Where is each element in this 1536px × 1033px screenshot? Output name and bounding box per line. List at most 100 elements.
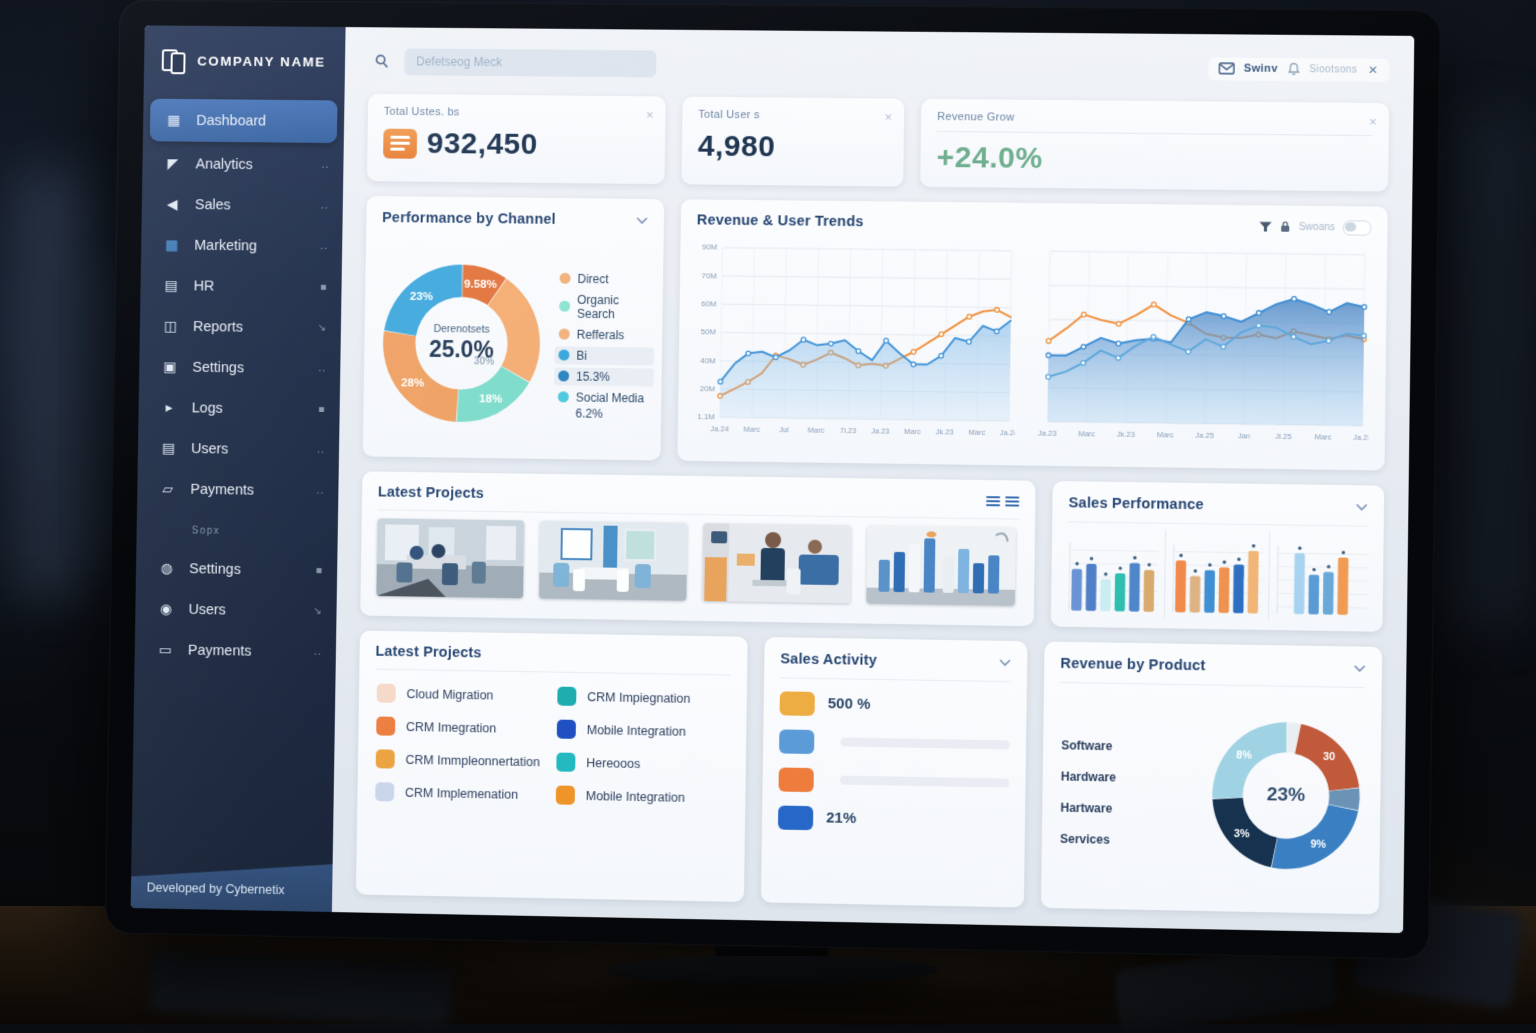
bottom-row: Latest Projects Cloud Migration (356, 631, 1382, 915)
search-icon[interactable] (369, 48, 395, 74)
product-row: Services (1060, 830, 1195, 849)
svg-text:30%: 30% (474, 356, 495, 367)
latest-projects-list-card: Latest Projects Cloud Migration (356, 631, 748, 903)
project-label: Hereooos (586, 756, 640, 771)
channel-legend: Direct Organic Search (554, 269, 656, 421)
svg-text:9.58%: 9.58% (464, 278, 498, 291)
chevron-down-icon[interactable] (636, 212, 648, 230)
project-thumbnail-chart[interactable] (866, 525, 1016, 605)
list-view-icon[interactable] (986, 496, 1000, 506)
sidebar-item[interactable]: ▤ Users .. (138, 428, 340, 471)
sidebar-item-label: Users (188, 601, 299, 619)
card-title: Latest Projects (378, 484, 484, 501)
stat-value: +24.0% (936, 141, 1042, 176)
trends-charts: 90M 70M 60M 50M 40M 20M 1.1M Ja.24 Marc Jul Marc 7l… (677, 237, 1387, 470)
product-row: Software (1061, 737, 1196, 755)
product-label: Hartware (1060, 800, 1123, 815)
latest-projects-gallery-card: Latest Projects (360, 471, 1035, 626)
performance-by-channel-card: Performance by Channel Derenotsets 25.0% (363, 196, 665, 461)
filter-icon[interactable] (1259, 221, 1272, 232)
sales-performance-card: Sales Performance (1051, 481, 1384, 632)
project-list-item[interactable]: Mobile Integration (557, 720, 729, 742)
project-label: CRM Immpleonnertation (405, 752, 540, 768)
project-list-item[interactable]: CRM Imegration (376, 716, 547, 738)
activity-row: 21% (778, 805, 1009, 834)
revenue-by-product-body: Software Hardware (1041, 683, 1382, 915)
sidebar-item[interactable]: ▤ HR ▪ (140, 265, 342, 308)
legend-item: 15.3% (554, 367, 654, 386)
svg-text:Marc: Marc (743, 425, 760, 434)
svg-text:Marc: Marc (808, 425, 825, 434)
legend-item: Direct (556, 269, 656, 288)
project-list-item[interactable]: CRM Immpleonnertation (376, 749, 547, 771)
svg-text:Marc: Marc (904, 427, 921, 436)
sidebar-item[interactable]: ▱ Payments .. (137, 468, 339, 512)
project-list-item[interactable]: Cloud Migration (377, 684, 548, 706)
trends-line-chart-right: Ja.23 Marc Jk.23 Marc Ja.25 Jan Jl.25 Marc Ja.23 (1037, 243, 1371, 444)
project-thumbnail-team[interactable] (702, 523, 851, 603)
sidebar-item[interactable]: ▦ Marketing .. (141, 224, 343, 267)
project-color-swatch (556, 753, 575, 772)
sidebar-item[interactable]: ◉ Users ↘ (135, 588, 337, 632)
close-icon[interactable]: × (1366, 62, 1379, 77)
project-list-item[interactable]: Mobile Integration (556, 785, 728, 807)
legend-label: Direct (577, 271, 608, 285)
svg-text:90M: 90M (702, 243, 718, 252)
project-thumbnail-office[interactable] (376, 518, 524, 598)
sidebar-item-indicator: .. (320, 241, 328, 252)
close-card-icon[interactable]: × (884, 110, 892, 123)
window-glow (1440, 110, 1530, 630)
chevron-down-icon[interactable] (1355, 498, 1367, 516)
project-color-swatch (376, 716, 395, 735)
sidebar-item[interactable]: ◍ Settings ▪ (136, 548, 338, 592)
product-bar-track (1133, 803, 1196, 814)
search-input[interactable] (404, 48, 656, 77)
charts-row: Performance by Channel Derenotsets 25.0% (363, 196, 1388, 471)
close-card-icon[interactable]: × (646, 108, 654, 121)
project-label: CRM Impiegnation (587, 690, 690, 706)
lock-icon[interactable] (1281, 221, 1291, 233)
activity-row: 500 % (780, 690, 1011, 719)
sidebar-item[interactable]: ◫ Reports ↘ (140, 306, 342, 349)
stat-card-total-users: Total Ustes. bs × 932,450 (367, 94, 666, 184)
legend-label: Refferals (577, 327, 625, 342)
sidebar-nav-secondary: ◍ Settings ▪ ◉ Users ↘ ▭ Pay (134, 542, 337, 679)
grid-view-icon[interactable] (1005, 496, 1019, 506)
svg-text:Jul: Jul (779, 425, 789, 434)
bell-icon[interactable] (1287, 62, 1300, 76)
stats-row: Total Ustes. bs × 932,450 Total User s ×… (367, 94, 1389, 192)
mail-icon[interactable] (1218, 62, 1234, 74)
legend-label: Social Media (576, 390, 645, 405)
project-list-item[interactable]: CRM Implemenation (375, 782, 546, 804)
sidebar-item-icon: ▱ (159, 481, 177, 497)
project-color-swatch (556, 785, 575, 804)
sidebar-item-icon: ▣ (161, 359, 179, 375)
sidebar-item-indicator: .. (316, 486, 324, 497)
sidebar-item[interactable]: ▭ Payments .. (134, 629, 336, 673)
chevron-down-icon[interactable] (999, 654, 1011, 672)
sidebar-item-label: Payments (188, 642, 300, 660)
sidebar-item[interactable]: ▸ Logs ▪ (138, 387, 340, 430)
svg-text:Ja.25: Ja.25 (1195, 431, 1214, 440)
svg-text:20M: 20M (700, 384, 716, 393)
project-list-item[interactable]: Hereooos (556, 753, 728, 775)
toggle-switch[interactable] (1343, 220, 1372, 235)
close-card-icon[interactable]: × (1369, 115, 1377, 128)
project-thumbnail-meeting-room[interactable] (539, 521, 687, 601)
sidebar-item[interactable]: ▦ Dashboard (150, 99, 338, 143)
sidebar-item-indicator: .. (317, 445, 325, 456)
sidebar-item-icon: ▸ (160, 400, 178, 416)
project-list-item[interactable]: CRM Impiegnation (557, 687, 729, 709)
projects-list: Cloud Migration CRM Impiegnation (357, 669, 747, 822)
sidebar-item[interactable]: ▣ Settings .. (139, 346, 341, 389)
sidebar-item[interactable]: ◤ Analytics .. (142, 143, 344, 186)
monitor-stand-base (606, 956, 938, 984)
sidebar-item-indicator: ▪ (318, 404, 326, 415)
sidebar-item-icon: ◤ (164, 156, 182, 172)
sidebar-section-label: Sopx (136, 515, 338, 545)
legend-dot (558, 349, 569, 360)
sidebar-item[interactable]: ◀ Sales .. (142, 184, 344, 227)
monitor-frame: COMPANY NAME ▦ Dashboard ◤ Analytics (105, 0, 1441, 960)
chevron-down-icon[interactable] (1353, 660, 1365, 678)
project-thumbnails (360, 510, 1035, 618)
